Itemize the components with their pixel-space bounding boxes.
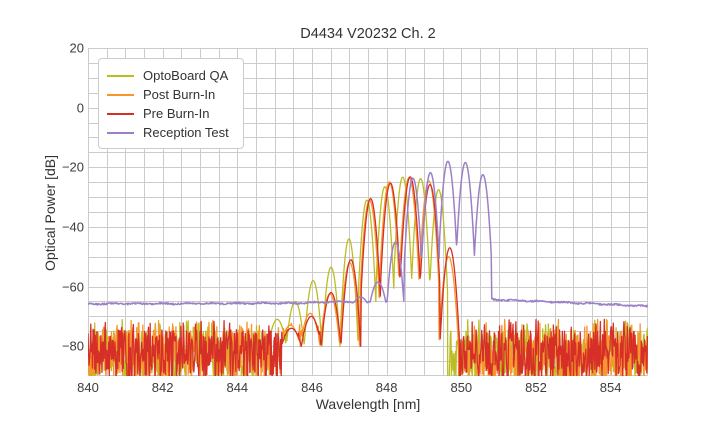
y-tick-label: −60 [61, 279, 84, 295]
y-tick-label: 20 [69, 40, 84, 56]
y-tick-label: 0 [76, 100, 84, 116]
legend-item: Reception Test [107, 123, 235, 142]
legend-label: Post Burn-In [143, 87, 216, 102]
x-tick-label: 854 [599, 380, 622, 395]
series-pre-burn-in [88, 176, 648, 376]
legend-line-swatch [107, 93, 134, 96]
legend-label: OptoBoard QA [143, 68, 229, 83]
legend-label: Pre Burn-In [143, 106, 210, 121]
legend-line-swatch [107, 112, 134, 115]
x-axis-label: Wavelength [nm] [315, 396, 421, 412]
legend-item: Pre Burn-In [107, 104, 235, 123]
y-axis-label: Optical Power [dB] [42, 155, 58, 271]
x-tick-label: 846 [301, 380, 323, 395]
legend-item: OptoBoard QA [107, 66, 235, 85]
chart-title: D4434 V20232 Ch. 2 [300, 26, 436, 42]
x-tick-label: 848 [375, 380, 398, 395]
y-tick-label: −80 [61, 338, 84, 354]
x-tick-label: 842 [151, 380, 174, 395]
x-tick-label: 852 [525, 380, 547, 395]
legend: OptoBoard QA Post Burn-In Pre Burn-In Re… [98, 58, 244, 149]
x-tick-label: 844 [226, 380, 249, 395]
legend-label: Reception Test [143, 125, 229, 140]
legend-item: Post Burn-In [107, 85, 235, 104]
y-tick-label: −40 [61, 219, 84, 235]
plot-border [88, 48, 648, 376]
legend-line-swatch [107, 131, 134, 134]
y-tick-label: −20 [61, 159, 84, 175]
legend-line-swatch [107, 74, 134, 77]
x-tick-label: 840 [77, 380, 99, 395]
x-tick-label: 850 [450, 380, 473, 395]
series-reception-test [88, 160, 648, 308]
